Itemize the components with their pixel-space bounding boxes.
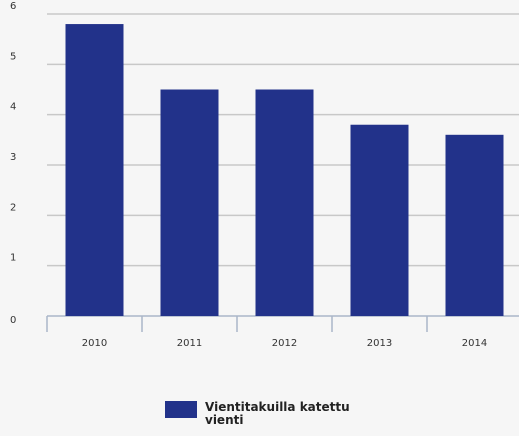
y-tick-label: 4 — [10, 102, 16, 113]
x-tick-label: 2010 — [82, 338, 107, 349]
y-tick-label: 3 — [10, 152, 16, 163]
x-tick-label: 2011 — [177, 338, 202, 349]
y-tick-label: 0 — [10, 315, 16, 326]
bar — [160, 89, 219, 316]
bar — [350, 124, 409, 316]
bar — [445, 134, 504, 316]
y-tick-label: 6 — [10, 1, 16, 12]
y-tick-label: 2 — [10, 202, 16, 213]
y-tick-label: 1 — [10, 253, 16, 264]
x-tick-label: 2012 — [272, 338, 297, 349]
bar — [255, 89, 314, 316]
legend: Vientitakuilla katettu vienti — [165, 401, 365, 427]
bar — [65, 24, 124, 317]
legend-swatch — [165, 401, 197, 418]
legend-label: Vientitakuilla katettu vienti — [205, 400, 350, 427]
x-tick-label: 2014 — [462, 338, 487, 349]
y-tick-label: 5 — [10, 51, 16, 62]
x-tick-label: 2013 — [367, 338, 392, 349]
chart: 0 1 2 3 4 5 6 2010 2011 2012 2013 2014 — [10, 1, 519, 349]
